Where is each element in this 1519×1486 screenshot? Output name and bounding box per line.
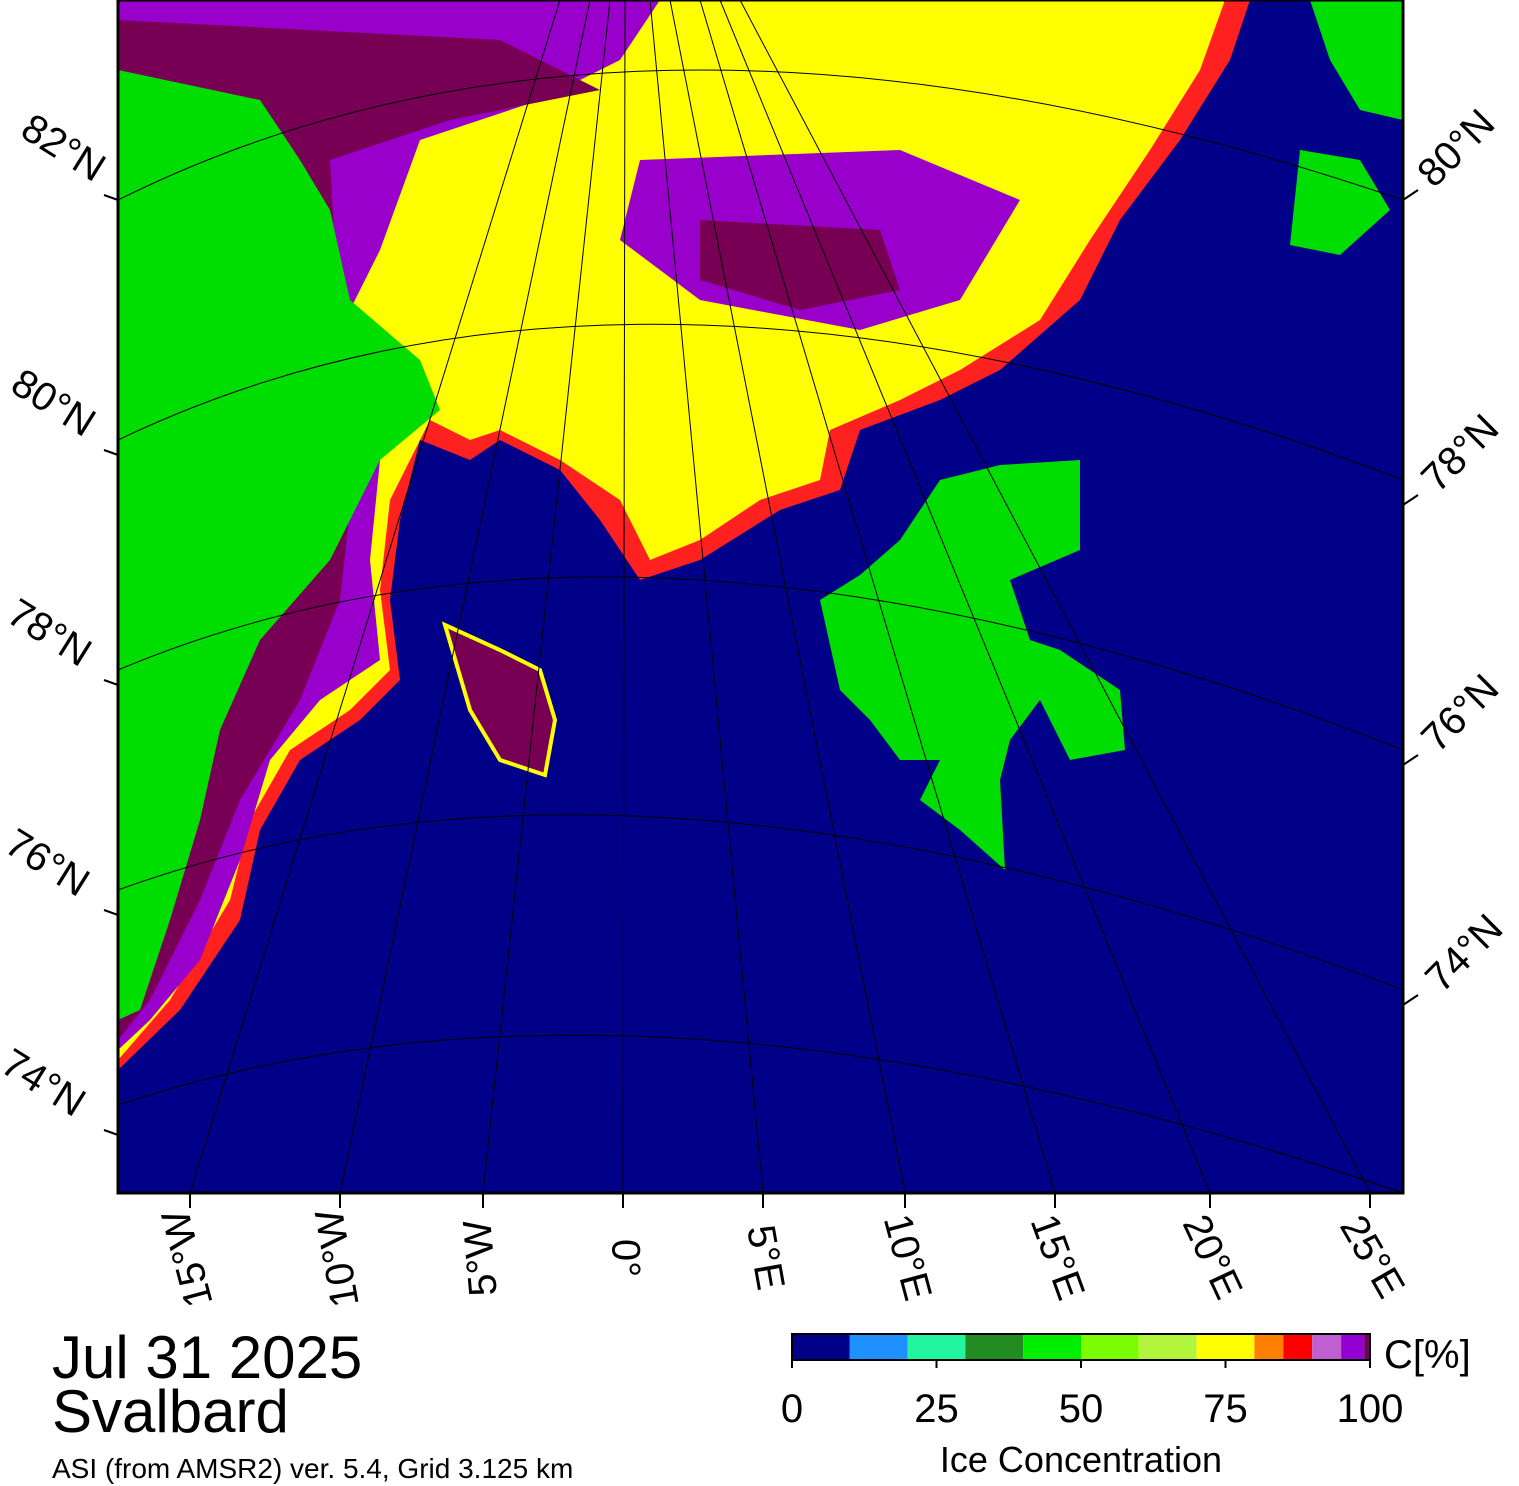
colorbar-tick-label: 0 bbox=[781, 1387, 803, 1431]
legend: 0 25 50 75 100 C[%] Ice Concentration bbox=[781, 1333, 1471, 1480]
lat-label: 80°N bbox=[4, 361, 103, 446]
ice-patch bbox=[441, 621, 558, 778]
graticule bbox=[669, 0, 906, 1193]
lon-label: 0° bbox=[603, 1239, 647, 1277]
colorbar-tick-label: 75 bbox=[1203, 1387, 1248, 1431]
graticule bbox=[482, 0, 611, 1193]
lat-label: 78°N bbox=[0, 591, 99, 676]
tick bbox=[1402, 189, 1419, 201]
colorbar-segment bbox=[792, 1334, 850, 1360]
tick bbox=[1402, 994, 1419, 1006]
date: Jul 31 2025 bbox=[52, 1324, 362, 1391]
colorbar-tick-label: 50 bbox=[1059, 1387, 1104, 1431]
graticule bbox=[739, 0, 1371, 1193]
lat-label: 76°N bbox=[0, 821, 97, 906]
tick bbox=[103, 1129, 119, 1136]
colorbar-segment bbox=[907, 1334, 966, 1360]
lon-label: 5°E bbox=[738, 1222, 793, 1294]
lon-label: 15°W bbox=[154, 1205, 222, 1312]
colorbar-segment bbox=[1254, 1334, 1284, 1360]
lon-label: 20°E bbox=[1174, 1208, 1251, 1306]
lat-label: 74°N bbox=[1417, 906, 1511, 1000]
franz-josef-land bbox=[1290, 150, 1390, 255]
colorbar-segment bbox=[1312, 1334, 1342, 1360]
tick bbox=[103, 194, 119, 201]
tick bbox=[103, 449, 119, 456]
map-frame bbox=[116, 0, 1405, 1195]
colorbar-segment bbox=[1081, 1334, 1139, 1360]
colorbar-label: Ice Concentration bbox=[940, 1439, 1222, 1480]
tick bbox=[103, 909, 119, 916]
lat-label: 74°N bbox=[0, 1041, 93, 1126]
colorbar-segment bbox=[1138, 1334, 1197, 1360]
graticule bbox=[118, 814, 1403, 991]
lat-label: 82°N bbox=[14, 106, 113, 191]
colorbar-segment bbox=[1283, 1334, 1313, 1360]
graticule bbox=[719, 0, 1211, 1193]
colorbar-segment bbox=[1364, 1334, 1370, 1360]
lat-label: 76°N bbox=[1413, 666, 1507, 760]
lon-label: 15°E bbox=[1022, 1209, 1093, 1306]
lon-label: 10°E bbox=[875, 1210, 940, 1306]
graticule bbox=[699, 0, 1056, 1193]
tick bbox=[1402, 494, 1419, 506]
graticule bbox=[339, 0, 591, 1193]
graticule bbox=[118, 69, 1403, 201]
graticule bbox=[118, 576, 1403, 751]
colorbar-tick-label: 100 bbox=[1337, 1387, 1404, 1431]
graticule bbox=[189, 0, 561, 1193]
colorbar-segment bbox=[1341, 1334, 1365, 1360]
lat-label: 78°N bbox=[1413, 406, 1507, 500]
source: ASI (from AMSR2) ver. 5.4, Grid 3.125 km bbox=[52, 1453, 573, 1484]
colorbar-unit: C[%] bbox=[1384, 1333, 1471, 1377]
colorbar-segment bbox=[1023, 1334, 1081, 1360]
tick bbox=[103, 679, 119, 686]
lon-label: 10°W bbox=[307, 1206, 367, 1311]
ice-full bbox=[700, 220, 900, 310]
greenland bbox=[118, 70, 440, 1020]
graticule bbox=[622, 0, 626, 1193]
colorbar-segment bbox=[965, 1334, 1024, 1360]
graticule bbox=[118, 323, 1403, 481]
lon-label: 5°W bbox=[455, 1218, 505, 1298]
lon-label: 25°E bbox=[1331, 1208, 1413, 1305]
region: Svalbard bbox=[52, 1378, 289, 1445]
franz-josef-land bbox=[1310, 0, 1403, 120]
lat-label: 80°N bbox=[1409, 101, 1503, 195]
colorbar-tick-label: 25 bbox=[914, 1387, 959, 1431]
graticule bbox=[649, 0, 764, 1193]
colorbar-segment bbox=[849, 1334, 908, 1360]
tick bbox=[1402, 754, 1419, 766]
colorbar-segment bbox=[1196, 1334, 1255, 1360]
svalbard bbox=[820, 460, 1125, 870]
map bbox=[118, 0, 1403, 1193]
